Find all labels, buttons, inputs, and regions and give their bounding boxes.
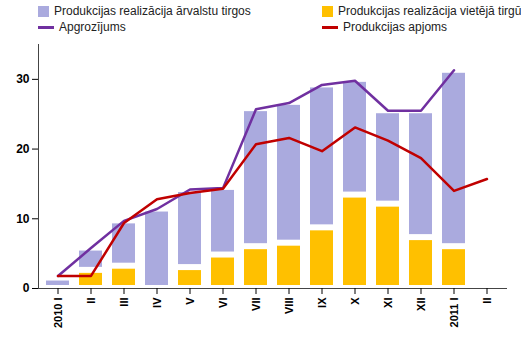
html-text:Produkcijas apjoms: Produkcijas apjoms — [343, 20, 447, 34]
svg-text:IV: IV — [151, 297, 163, 308]
svg-text:V: V — [184, 297, 196, 305]
html-text:Produkcijas realizācija ārvals: Produkcijas realizācija ārvalstu tirgos — [54, 4, 251, 18]
svg-text:III: III — [118, 298, 130, 307]
svg-text:VII: VII — [250, 298, 262, 311]
svg-text:XI: XI — [382, 298, 394, 308]
svg-text:10: 10 — [16, 212, 30, 226]
svg-text:30: 30 — [16, 72, 30, 86]
html-text:Produkcijas realizācija vietēj: Produkcijas realizācija vietējā tirgū — [338, 4, 521, 18]
svg-text:XII: XII — [415, 298, 427, 311]
svg-text:VI: VI — [217, 298, 229, 308]
html-text:Apgrozījums: Apgrozījums — [59, 20, 126, 34]
svg-text:II: II — [85, 298, 97, 304]
svg-text:IX: IX — [316, 297, 328, 308]
svg-text:II: II — [481, 298, 493, 304]
svg-text:VIII: VIII — [283, 298, 295, 315]
svg-text:2010 I: 2010 I — [52, 298, 64, 329]
svg-text:2011 I: 2011 I — [448, 298, 460, 328]
svg-text:0: 0 — [23, 281, 30, 295]
svg-text:20: 20 — [16, 142, 30, 156]
svg-text:X: X — [349, 297, 361, 305]
